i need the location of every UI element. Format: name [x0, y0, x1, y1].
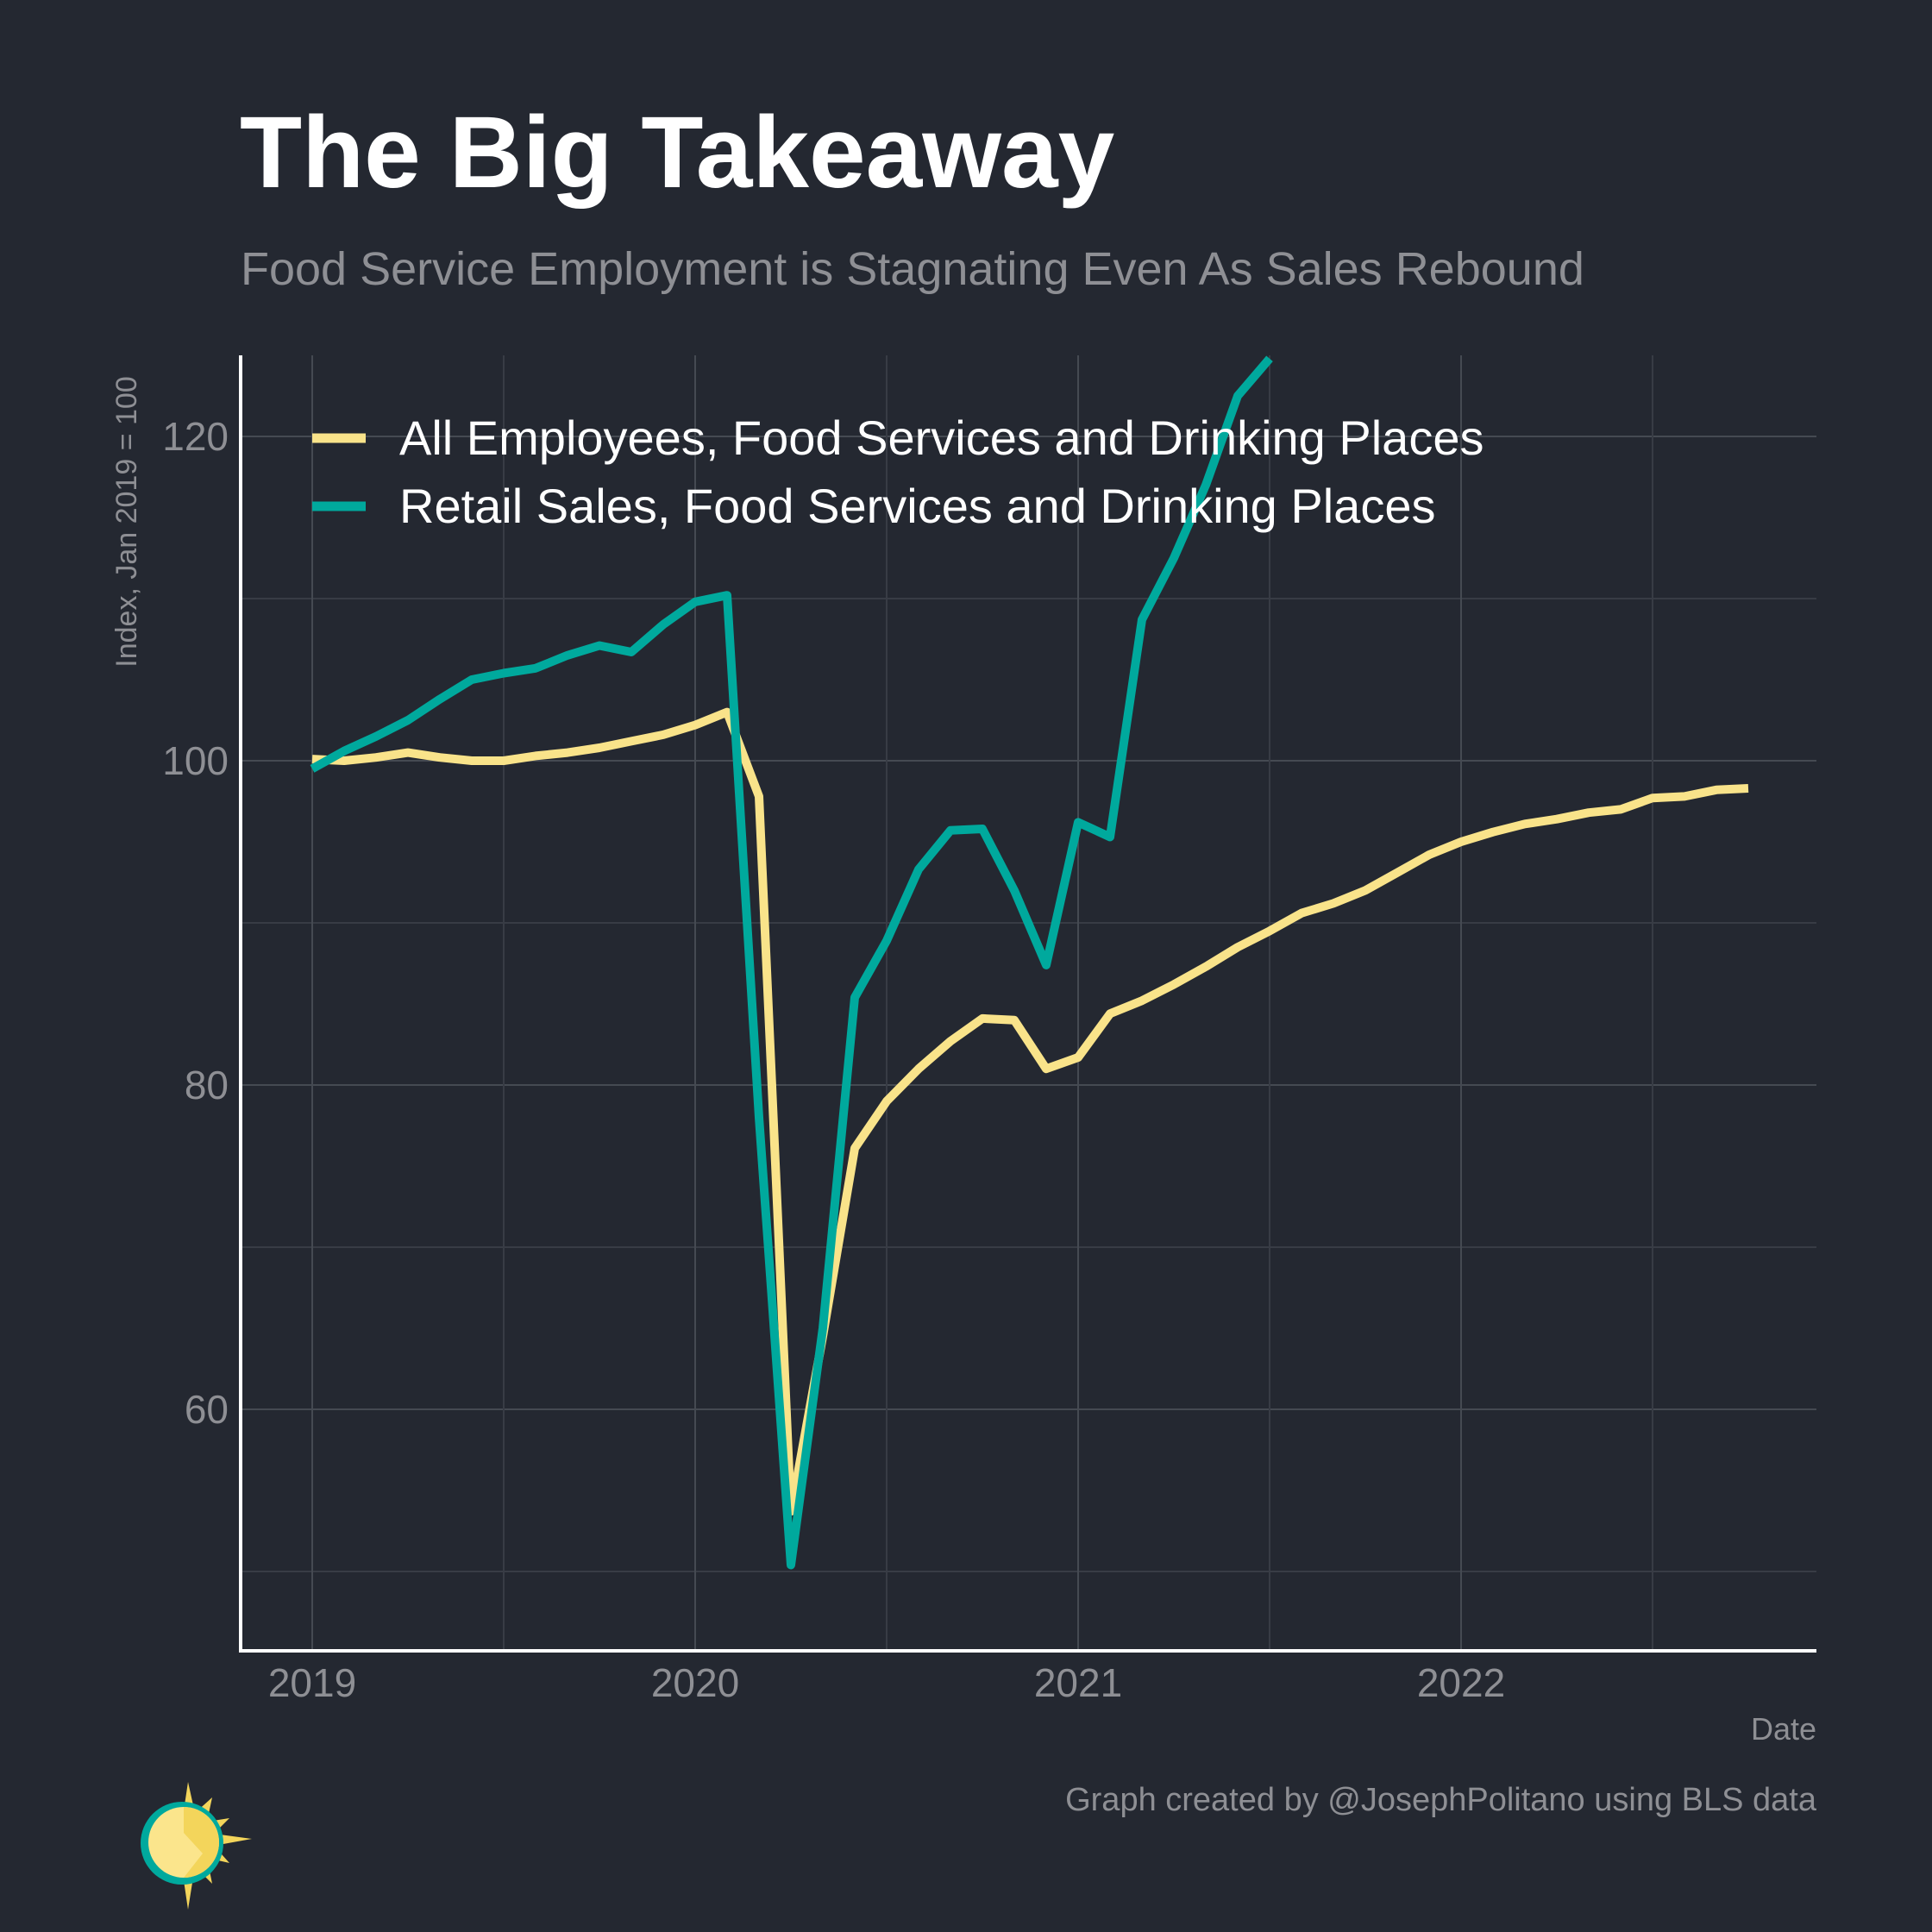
legend-label-employees: All Employees, Food Services and Drinkin…	[399, 411, 1484, 465]
x-axis-label: Date	[1751, 1711, 1816, 1747]
line-retail-sales	[310, 355, 1273, 1570]
x-tick-label: 2022	[1417, 1660, 1505, 1705]
sun-logo-icon	[141, 1782, 252, 1910]
legend: All Employees, Food Services and Drinkin…	[312, 411, 1484, 533]
gridlines	[241, 355, 1816, 1651]
axes	[239, 355, 1816, 1653]
tick-labels: 60 80 100 120 2019 2020 2021 2022	[162, 414, 1505, 1705]
y-tick-label: 60	[185, 1387, 229, 1432]
chart-subtitle: Food Service Employment is Stagnating Ev…	[241, 243, 1584, 295]
x-tick-label: 2019	[268, 1660, 356, 1705]
series-lines	[310, 355, 1749, 1570]
y-axis-label: Index, Jan 2019 = 100	[110, 376, 143, 667]
line-employees	[311, 707, 1749, 1516]
y-tick-label: 100	[162, 738, 229, 783]
y-tick-label: 80	[185, 1063, 229, 1107]
x-tick-label: 2021	[1034, 1660, 1122, 1705]
x-tick-label: 2020	[651, 1660, 739, 1705]
chart-caption: Graph created by @JosephPolitano using B…	[1065, 1782, 1817, 1818]
legend-label-sales: Retail Sales, Food Services and Drinking…	[399, 479, 1435, 533]
y-tick-label: 120	[162, 414, 229, 459]
chart-title: The Big Takeaway	[240, 96, 1114, 210]
